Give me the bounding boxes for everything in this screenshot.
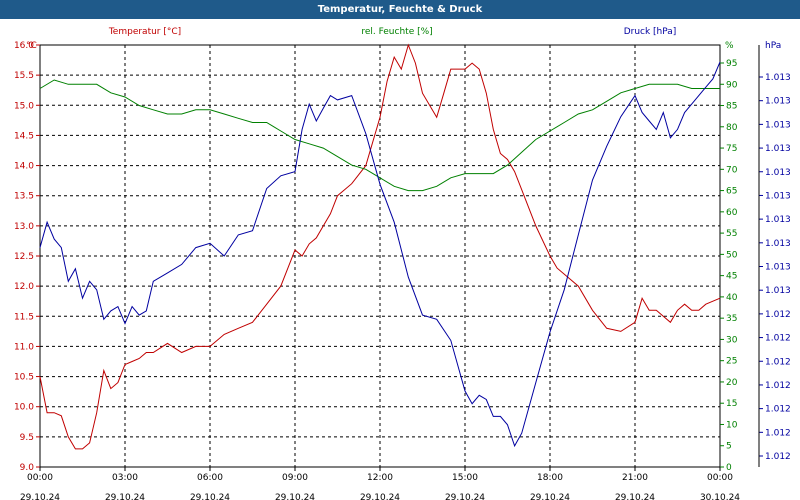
pressure-tick-label: 1.012 [765, 452, 791, 462]
pressure-tick-label: 1.012 [765, 334, 791, 344]
pressure-tick-label: 1.013 [765, 168, 791, 178]
temperature-tick-label: 12.0 [14, 282, 34, 292]
temperature-tick-label: 14.0 [14, 162, 34, 172]
humidity-tick-label: 75 [726, 144, 737, 154]
temperature-tick-label: 10.5 [14, 373, 34, 383]
humidity-tick-label: 40 [726, 293, 738, 303]
x-date-label: 30.10.24 [700, 493, 740, 500]
x-tick-label: 03:00 [112, 473, 138, 483]
humidity-tick-label: 80 [726, 123, 738, 133]
chart-canvas: 16.0 15.5 15.0 14.5 14.0 13.5 13.0 12.5 12.0 11.5… [14, 27, 791, 500]
humidity-tick-label: 35 [726, 314, 737, 324]
x-date-label: 29.10.24 [190, 493, 230, 500]
legend-humidity: rel. Feuchte [%] [361, 27, 432, 37]
temperature-tick-label: 15.5 [14, 71, 34, 81]
temperature-tick-label: 15.0 [14, 101, 34, 111]
pressure-axis: 1.013 1.013 1.013 1.013 1.013 1.013 1.013 1.013… [759, 73, 791, 462]
temperature-tick-label: 13.0 [14, 222, 34, 232]
humidity-unit: % [725, 41, 734, 51]
temperature-tick-label: 13.5 [14, 192, 34, 202]
temperature-tick-label: 14.5 [14, 131, 34, 141]
humidity-tick-label: 55 [726, 229, 737, 239]
humidity-tick-label: 10 [726, 420, 738, 430]
temperature-tick-label: 9.5 [20, 433, 34, 443]
temperature-tick-label: 9.0 [20, 463, 35, 473]
x-date-label: 29.10.24 [360, 493, 400, 500]
x-date-label: 29.10.24 [615, 493, 655, 500]
humidity-tick-label: 20 [726, 378, 738, 388]
pressure-tick-label: 1.013 [765, 120, 791, 130]
legend-pressure: Druck [hPa] [624, 27, 677, 37]
pressure-tick-label: 1.012 [765, 357, 791, 367]
legend-temperature: Temperatur [°C] [108, 27, 181, 37]
x-tick-label: 15:00 [452, 473, 478, 483]
time-axis: 00:00 29.10.24 03:00 29.10.24 06:00 29.10.24 0… [20, 467, 740, 500]
temperature-tick-label: 11.0 [14, 342, 34, 352]
humidity-tick-label: 50 [726, 250, 738, 260]
humidity-tick-label: 0 [726, 463, 732, 473]
pressure-tick-label: 1.012 [765, 381, 791, 391]
temperature-tick-label: 10.0 [14, 403, 34, 413]
pressure-tick-label: 1.013 [765, 97, 791, 107]
pressure-line [39, 61, 721, 448]
pressure-tick-label: 1.013 [765, 215, 791, 225]
temperature-tick-label: 12.5 [14, 252, 34, 262]
humidity-tick-label: 90 [726, 80, 738, 90]
x-tick-label: 06:00 [197, 473, 223, 483]
humidity-tick-label: 65 [726, 187, 737, 197]
x-date-label: 29.10.24 [275, 493, 315, 500]
temperature-axis: 16.0 15.5 15.0 14.5 14.0 13.5 13.0 12.5 12.0 11.5… [14, 41, 40, 473]
pressure-tick-label: 1.013 [765, 144, 791, 154]
x-date-label: 29.10.24 [530, 493, 570, 500]
humidity-tick-label: 70 [726, 165, 738, 175]
pressure-tick-label: 1.012 [765, 428, 791, 438]
humidity-tick-label: 60 [726, 208, 738, 218]
pressure-unit: hPa [765, 41, 781, 51]
pressure-tick-label: 1.013 [765, 239, 791, 249]
temperature-tick-label: 11.5 [14, 312, 34, 322]
pressure-tick-label: 1.012 [765, 405, 791, 415]
humidity-tick-label: 30 [726, 335, 738, 345]
humidity-tick-label: 45 [726, 272, 737, 282]
pressure-tick-label: 1.013 [765, 286, 791, 296]
temperature-tick-label: 16.0 [14, 41, 34, 51]
series-layer [39, 43, 721, 450]
pressure-tick-label: 1.013 [765, 263, 791, 273]
x-tick-label: 00:00 [707, 473, 733, 483]
pressure-tick-label: 1.013 [765, 191, 791, 201]
humidity-line [39, 79, 720, 192]
x-tick-label: 21:00 [622, 473, 648, 483]
chart-title: Temperatur, Feuchte & Druck [0, 0, 800, 19]
x-date-label: 29.10.24 [20, 493, 60, 500]
x-date-label: 29.10.24 [105, 493, 145, 500]
x-tick-label: 12:00 [367, 473, 393, 483]
x-tick-label: 00:00 [27, 473, 53, 483]
pressure-tick-label: 1.012 [765, 310, 791, 320]
humidity-tick-label: 85 [726, 102, 737, 112]
temperature-line [39, 43, 721, 450]
humidity-tick-label: 95 [726, 59, 737, 69]
x-tick-label: 09:00 [282, 473, 308, 483]
pressure-tick-label: 1.013 [765, 73, 791, 83]
humidity-tick-label: 15 [726, 399, 737, 409]
temperature-unit: °C [26, 41, 37, 51]
x-date-label: 29.10.24 [445, 493, 485, 500]
humidity-tick-label: 5 [726, 442, 732, 452]
humidity-tick-label: 25 [726, 357, 737, 367]
x-tick-label: 18:00 [537, 473, 563, 483]
